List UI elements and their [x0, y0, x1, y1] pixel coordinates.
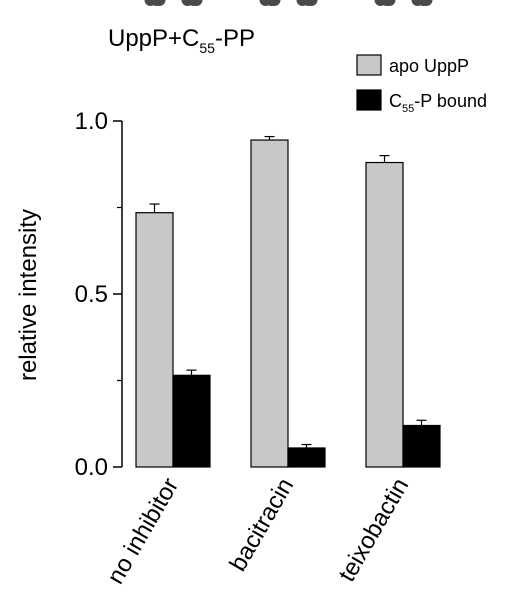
- y-tick-label: 1.0: [75, 108, 108, 135]
- plot-area: [135, 0, 441, 468]
- bar-1-0: [172, 374, 211, 468]
- bar-1-2: [402, 424, 441, 468]
- data-point-0-0-2: [153, 0, 166, 6]
- x-tick-label: no inhibitor: [102, 474, 184, 589]
- legend-swatch-0: [356, 54, 382, 76]
- x-tick-label: teixobactin: [333, 474, 414, 587]
- y-tick-label: 0.5: [75, 281, 108, 308]
- data-point-1-2-2: [420, 0, 433, 6]
- x-tick-label: bacitracin: [224, 474, 299, 576]
- legend-label-1: C55-P bound: [389, 91, 487, 115]
- bar-0-2: [365, 161, 404, 468]
- legend-label-0: apo UppP: [389, 56, 469, 76]
- bar-0-0: [135, 212, 174, 468]
- y-axis-label: relative intensity: [15, 209, 42, 381]
- data-point-0-2-2: [383, 0, 396, 6]
- legend: apo UppP C55-P bound: [356, 54, 487, 115]
- data-point-1-1-2: [305, 0, 318, 6]
- y-tick-label: 0.0: [75, 454, 108, 481]
- x-axis-tick-labels: no inhibitor bacitracin teixobactin: [102, 474, 414, 589]
- bar-1-1: [287, 447, 326, 468]
- y-axis: 0.0 0.5 1.0: [75, 108, 123, 481]
- bar-0-1: [250, 139, 289, 468]
- data-point-1-0-2: [190, 0, 203, 6]
- legend-swatch-1: [356, 89, 382, 111]
- chart-title: UppP+C55-PP: [108, 25, 255, 56]
- data-point-0-1-2: [268, 0, 281, 6]
